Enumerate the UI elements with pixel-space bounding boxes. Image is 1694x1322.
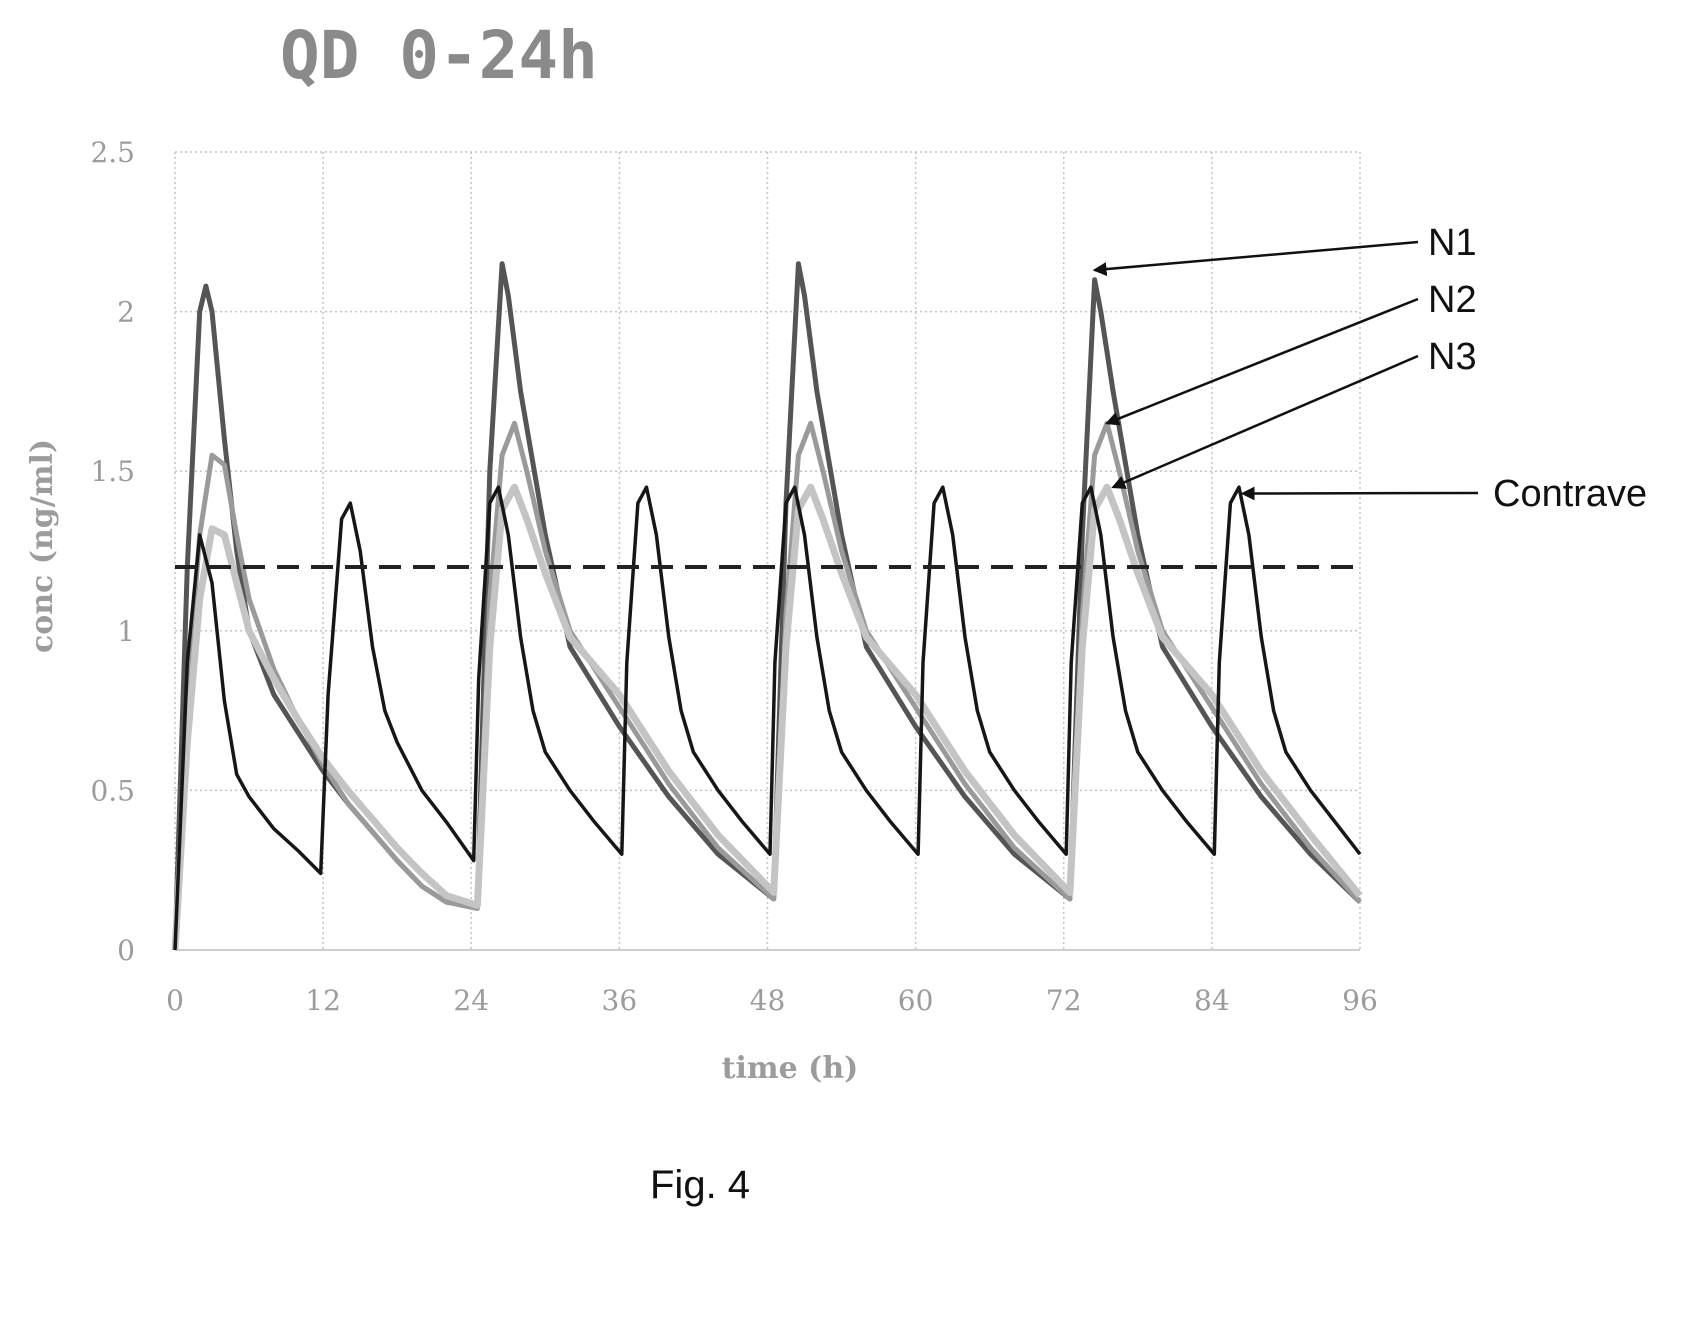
chart-title: QD 0-24h (280, 17, 598, 94)
annotation-arrow-n2 (1105, 297, 1419, 426)
annotation-arrow-n1 (1092, 240, 1419, 277)
annotation-arrow-contrave (1240, 486, 1479, 501)
y-tick-label: 0.5 (90, 774, 135, 807)
x-tick-label: 72 (1046, 984, 1082, 1017)
annotation-label-n2: N2 (1428, 279, 1477, 321)
series-layer (171, 261, 1363, 951)
x-tick-label: 60 (898, 984, 934, 1017)
grid-lines (174, 151, 1361, 951)
x-tick-label: 84 (1194, 984, 1230, 1017)
x-tick-label: 24 (453, 984, 489, 1017)
x-axis-ticks: 0 12 24 36 48 60 72 84 96 (166, 984, 1378, 1017)
y-axis-label: conc (ng/ml) (25, 439, 60, 653)
y-tick-label: 1.5 (90, 455, 135, 488)
x-tick-label: 96 (1342, 984, 1378, 1017)
x-axis-label: time (h) (722, 1051, 859, 1086)
y-tick-label: 2 (117, 296, 135, 329)
y-tick-label: 2.5 (90, 136, 135, 169)
figure-caption: Fig. 4 (650, 1163, 750, 1207)
y-axis-ticks: 0 0.5 1 1.5 2 2.5 (90, 136, 135, 967)
annotation-label-n1: N1 (1428, 222, 1477, 264)
annotation-arrow-n3 (1111, 354, 1419, 489)
x-tick-label: 36 (602, 984, 638, 1017)
series-line-n1 (172, 261, 1362, 951)
y-tick-label: 1 (117, 615, 135, 648)
annotation-label-contrave: Contrave (1493, 473, 1647, 515)
series-line-n3 (171, 483, 1363, 951)
annotation-layer: N1 N2 N3 Contrave (1092, 222, 1647, 515)
x-tick-label: 0 (166, 984, 184, 1017)
y-tick-label: 0 (117, 934, 135, 967)
x-tick-label: 12 (305, 984, 341, 1017)
annotation-label-n3: N3 (1428, 336, 1477, 378)
x-tick-label: 48 (750, 984, 786, 1017)
